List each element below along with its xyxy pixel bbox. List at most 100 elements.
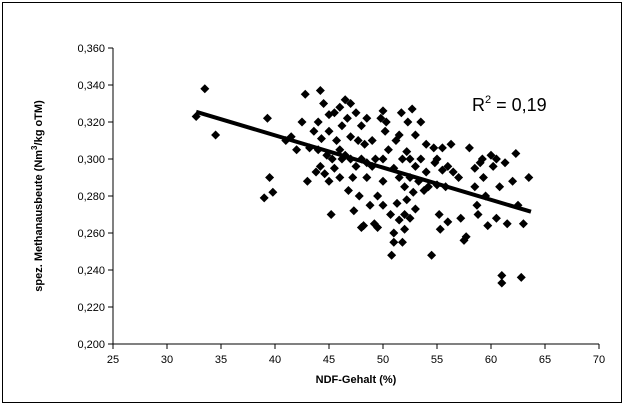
data-point [332, 136, 342, 145]
data-point [434, 210, 444, 219]
data-point [500, 158, 510, 168]
y-tick-label: 0,260 [77, 228, 105, 240]
data-point [362, 173, 372, 182]
data-point [454, 173, 464, 182]
data-point [410, 161, 420, 171]
r-exponent: 2 [485, 94, 491, 106]
y-title-main: spez. Methanausbeute (Nm [33, 150, 45, 292]
x-tick-label: 70 [593, 354, 605, 366]
y-tick-label: 0,360 [77, 43, 105, 55]
y-tick-label: 0,280 [77, 191, 105, 203]
data-point [315, 86, 325, 96]
x-axis-title: NDF-Gehalt (%) [316, 374, 397, 386]
data-point [443, 217, 453, 227]
data-point [380, 126, 390, 136]
data-point [477, 154, 487, 164]
data-point [410, 130, 420, 140]
data-point [343, 185, 353, 195]
data-point [421, 139, 431, 149]
data-point [472, 200, 482, 210]
r-label: R [472, 95, 485, 115]
data-point [297, 117, 307, 127]
data-point [349, 206, 359, 216]
data-point [488, 161, 498, 171]
data-point [497, 278, 507, 288]
data-point [508, 176, 518, 186]
data-point [302, 176, 312, 186]
data-point [378, 176, 388, 186]
data-point [340, 95, 350, 105]
data-point [262, 113, 272, 123]
data-point [470, 182, 480, 192]
data-point [483, 221, 493, 231]
data-point [410, 204, 420, 214]
y-tick-label: 0,220 [77, 302, 105, 314]
x-tick-label: 35 [215, 354, 227, 366]
x-tick-label: 60 [485, 354, 497, 366]
data-point [327, 154, 337, 164]
data-point [435, 224, 445, 234]
y-axis-ticks: 0,200 0,220 0,240 0,260 0,280 0,300 0,320 0,340… [77, 43, 113, 351]
data-point [400, 224, 410, 234]
data-point [348, 173, 358, 182]
x-axis-ticks: 25 30 35 40 45 50 55 60 65 70 [107, 344, 605, 366]
y-title-exponent: 3 [30, 145, 39, 150]
data-point [211, 130, 221, 140]
data-point [400, 210, 410, 219]
data-point [491, 154, 501, 164]
data-point [200, 84, 210, 94]
data-point [397, 237, 407, 247]
data-point [259, 193, 269, 203]
scatter-chart: 0,200 0,220 0,240 0,260 0,280 0,300 0,320 0,340… [30, 43, 605, 386]
data-point [394, 130, 404, 140]
data-point [408, 187, 418, 197]
data-point [443, 161, 453, 171]
data-point [319, 99, 329, 108]
x-tick-label: 45 [323, 354, 335, 366]
data-point [461, 232, 471, 242]
data-point [402, 195, 412, 205]
x-tick-label: 40 [269, 354, 281, 366]
data-point [373, 191, 383, 201]
data-point [416, 154, 426, 164]
data-point [387, 250, 397, 260]
data-point [313, 117, 323, 127]
data-point [464, 143, 474, 153]
data-point [502, 219, 512, 229]
data-point [518, 219, 528, 229]
data-point [378, 106, 388, 116]
data-point [324, 126, 334, 136]
chart-frame: 0,200 0,220 0,240 0,260 0,280 0,300 0,320 0,340… [2, 2, 622, 403]
data-point [386, 210, 396, 219]
x-tick-label: 25 [107, 354, 119, 366]
y-tick-label: 0,240 [77, 265, 105, 277]
data-point [315, 161, 325, 171]
y-axis-title: spez. Methanausbeute (Nm3/kg oTM) [30, 100, 45, 292]
y-tick-label: 0,200 [77, 339, 105, 351]
data-point [437, 165, 447, 175]
data-point [268, 187, 278, 197]
data-point [432, 154, 442, 164]
data-point [383, 145, 393, 155]
data-point [448, 167, 458, 177]
y-title-unit: /kg oTM) [33, 100, 45, 146]
data-point [396, 108, 406, 118]
x-tick-label: 65 [539, 354, 551, 366]
data-point [329, 163, 339, 173]
data-point [346, 132, 356, 142]
data-point [394, 215, 404, 225]
data-point [400, 182, 410, 192]
data-point [356, 121, 366, 131]
data-point [300, 89, 310, 99]
x-tick-label: 55 [431, 354, 443, 366]
data-point [320, 169, 330, 179]
data-point [316, 134, 326, 144]
data-point [416, 117, 426, 127]
data-point [381, 117, 391, 127]
data-point [326, 210, 336, 219]
data-point [329, 108, 339, 118]
data-point [473, 210, 483, 219]
data-point [367, 136, 377, 145]
data-point [342, 113, 352, 123]
data-point [511, 148, 521, 158]
